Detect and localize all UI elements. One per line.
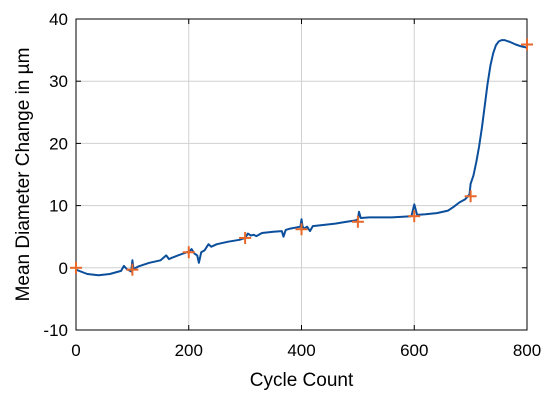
y-tick-label: 40 — [49, 10, 68, 29]
cross-marker — [464, 190, 477, 203]
x-tick-label: 600 — [400, 341, 428, 360]
x-tick-label: 200 — [175, 341, 203, 360]
y-tick-label: 20 — [49, 134, 68, 153]
cross-marker — [126, 263, 139, 276]
cross-marker — [351, 215, 364, 228]
cross-marker — [182, 246, 195, 259]
marker-layer — [70, 38, 533, 276]
cross-marker — [70, 261, 82, 274]
cross-marker — [295, 223, 308, 236]
cross-marker — [239, 231, 252, 244]
y-tick-label: -10 — [43, 321, 68, 340]
y-tick-label: 0 — [59, 259, 68, 278]
cross-marker — [521, 38, 533, 51]
y-tick-label: 30 — [49, 72, 68, 91]
grid — [76, 19, 527, 330]
series-layer — [75, 39, 528, 277]
axis-ticks — [75, 18, 528, 331]
x-tick-label: 800 — [513, 341, 541, 360]
cross-marker — [408, 210, 421, 223]
x-axis-label: Cycle Count — [250, 370, 354, 391]
y-tick-label: 10 — [49, 197, 68, 216]
diameter-change-line — [75, 39, 528, 277]
x-tick-label: 400 — [287, 341, 315, 360]
x-tick-label: 0 — [71, 341, 80, 360]
y-axis-label: Mean Diameter Change in µm — [13, 48, 34, 302]
